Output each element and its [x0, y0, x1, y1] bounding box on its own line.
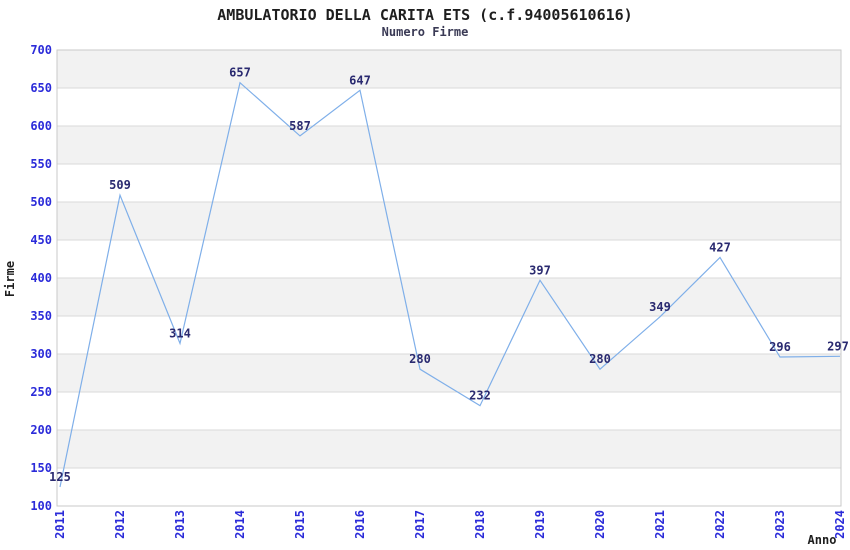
y-tick-label: 550 — [30, 157, 52, 171]
x-tick-label: 2013 — [173, 510, 187, 539]
y-axis-title: Firme — [3, 261, 17, 297]
y-tick-label: 400 — [30, 271, 52, 285]
y-tick-label: 600 — [30, 119, 52, 133]
plot-border — [56, 49, 842, 507]
x-tick-label: 2018 — [473, 510, 487, 539]
y-tick-label: 500 — [30, 195, 52, 209]
plot-band — [57, 240, 841, 278]
plot-band — [57, 430, 841, 468]
y-tick-label: 650 — [30, 81, 52, 95]
data-label: 280 — [589, 352, 611, 366]
data-label: 397 — [529, 263, 551, 277]
data-label: 232 — [469, 389, 491, 403]
x-tick-label: 2017 — [413, 510, 427, 539]
x-tick-label: 2011 — [53, 510, 67, 539]
plot-band — [57, 164, 841, 202]
plot-band — [57, 392, 841, 430]
plot-band — [57, 126, 841, 164]
x-tick-label: 2022 — [713, 510, 727, 539]
y-tick-label: 350 — [30, 309, 52, 323]
y-tick-label: 100 — [30, 499, 52, 513]
plot-band — [57, 354, 841, 392]
y-tick-label: 300 — [30, 347, 52, 361]
plot-band — [57, 202, 841, 240]
plot-band — [57, 468, 841, 506]
data-label: 657 — [229, 66, 251, 80]
x-axis-title: Anno — [808, 533, 837, 547]
x-tick-label: 2023 — [773, 510, 787, 539]
data-label: 297 — [827, 339, 849, 353]
y-tick-label: 250 — [30, 385, 52, 399]
data-label: 427 — [709, 241, 731, 255]
chart-title: AMBULATORIO DELLA CARITA ETS (c.f.940056… — [217, 6, 633, 24]
data-label: 125 — [49, 470, 71, 484]
data-label: 509 — [109, 178, 131, 192]
plot-band — [57, 316, 841, 354]
y-tick-label: 450 — [30, 233, 52, 247]
plot-band — [57, 50, 841, 88]
x-tick-label: 2014 — [233, 510, 247, 539]
y-tick-label: 200 — [30, 423, 52, 437]
x-tick-label: 2019 — [533, 510, 547, 539]
x-tick-label: 2021 — [653, 510, 667, 539]
y-tick-label: 150 — [30, 461, 52, 475]
data-label: 296 — [769, 340, 791, 354]
x-tick-label: 2015 — [293, 510, 307, 539]
data-label: 587 — [289, 119, 311, 133]
plot-band — [57, 88, 841, 126]
x-tick-label: 2024 — [833, 510, 847, 539]
plot-band — [57, 278, 841, 316]
data-label: 280 — [409, 352, 431, 366]
series-line — [59, 81, 841, 488]
data-label: 647 — [349, 73, 371, 87]
data-label: 314 — [169, 326, 191, 340]
y-tick-label: 700 — [30, 43, 52, 57]
x-tick-label: 2012 — [113, 510, 127, 539]
data-label: 349 — [649, 300, 671, 314]
x-tick-label: 2020 — [593, 510, 607, 539]
chart-subtitle: Numero Firme — [381, 25, 469, 39]
x-tick-label: 2016 — [353, 510, 367, 539]
